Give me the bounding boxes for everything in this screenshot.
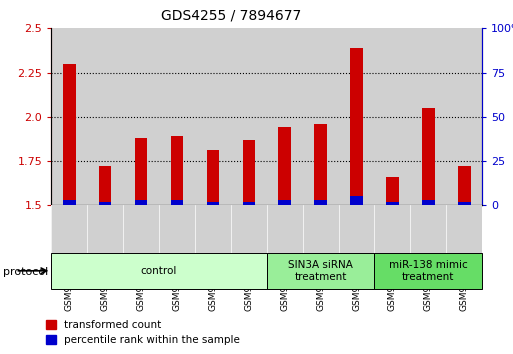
Bar [386, 177, 399, 205]
Bar [410, 28, 446, 205]
Bar [63, 200, 75, 205]
Text: protocol: protocol [3, 267, 48, 276]
Bar [314, 200, 327, 205]
Bar [51, 253, 267, 289]
Bar [231, 28, 267, 205]
Bar [99, 202, 111, 205]
Bar [135, 200, 147, 205]
Text: miR-138 mimic
treatment: miR-138 mimic treatment [389, 260, 468, 282]
Bar [63, 64, 75, 205]
Bar [279, 127, 291, 205]
Bar [87, 28, 123, 205]
Bar [171, 136, 183, 205]
Bar [339, 28, 374, 205]
Bar [243, 140, 255, 205]
Bar [314, 124, 327, 205]
Bar [243, 202, 255, 205]
Text: SIN3A siRNA
treatment: SIN3A siRNA treatment [288, 260, 353, 282]
Bar [446, 28, 482, 205]
Bar [195, 28, 231, 205]
Text: control: control [141, 266, 177, 276]
Bar [207, 202, 219, 205]
Bar [207, 150, 219, 205]
Bar [350, 196, 363, 205]
Bar [422, 108, 435, 205]
Bar [123, 28, 159, 205]
Bar [386, 202, 399, 205]
Bar [171, 200, 183, 205]
Bar [374, 28, 410, 205]
Bar [422, 200, 435, 205]
Bar [267, 253, 374, 289]
Bar [279, 200, 291, 205]
Bar [350, 48, 363, 205]
Bar [99, 166, 111, 205]
Bar [159, 28, 195, 205]
Bar [303, 28, 339, 205]
Bar [458, 202, 470, 205]
Bar [374, 253, 482, 289]
Bar [51, 28, 87, 205]
Text: GDS4255 / 7894677: GDS4255 / 7894677 [161, 9, 301, 23]
Bar [135, 138, 147, 205]
Legend: transformed count, percentile rank within the sample: transformed count, percentile rank withi… [46, 320, 240, 345]
Bar [267, 28, 303, 205]
Bar [458, 166, 470, 205]
